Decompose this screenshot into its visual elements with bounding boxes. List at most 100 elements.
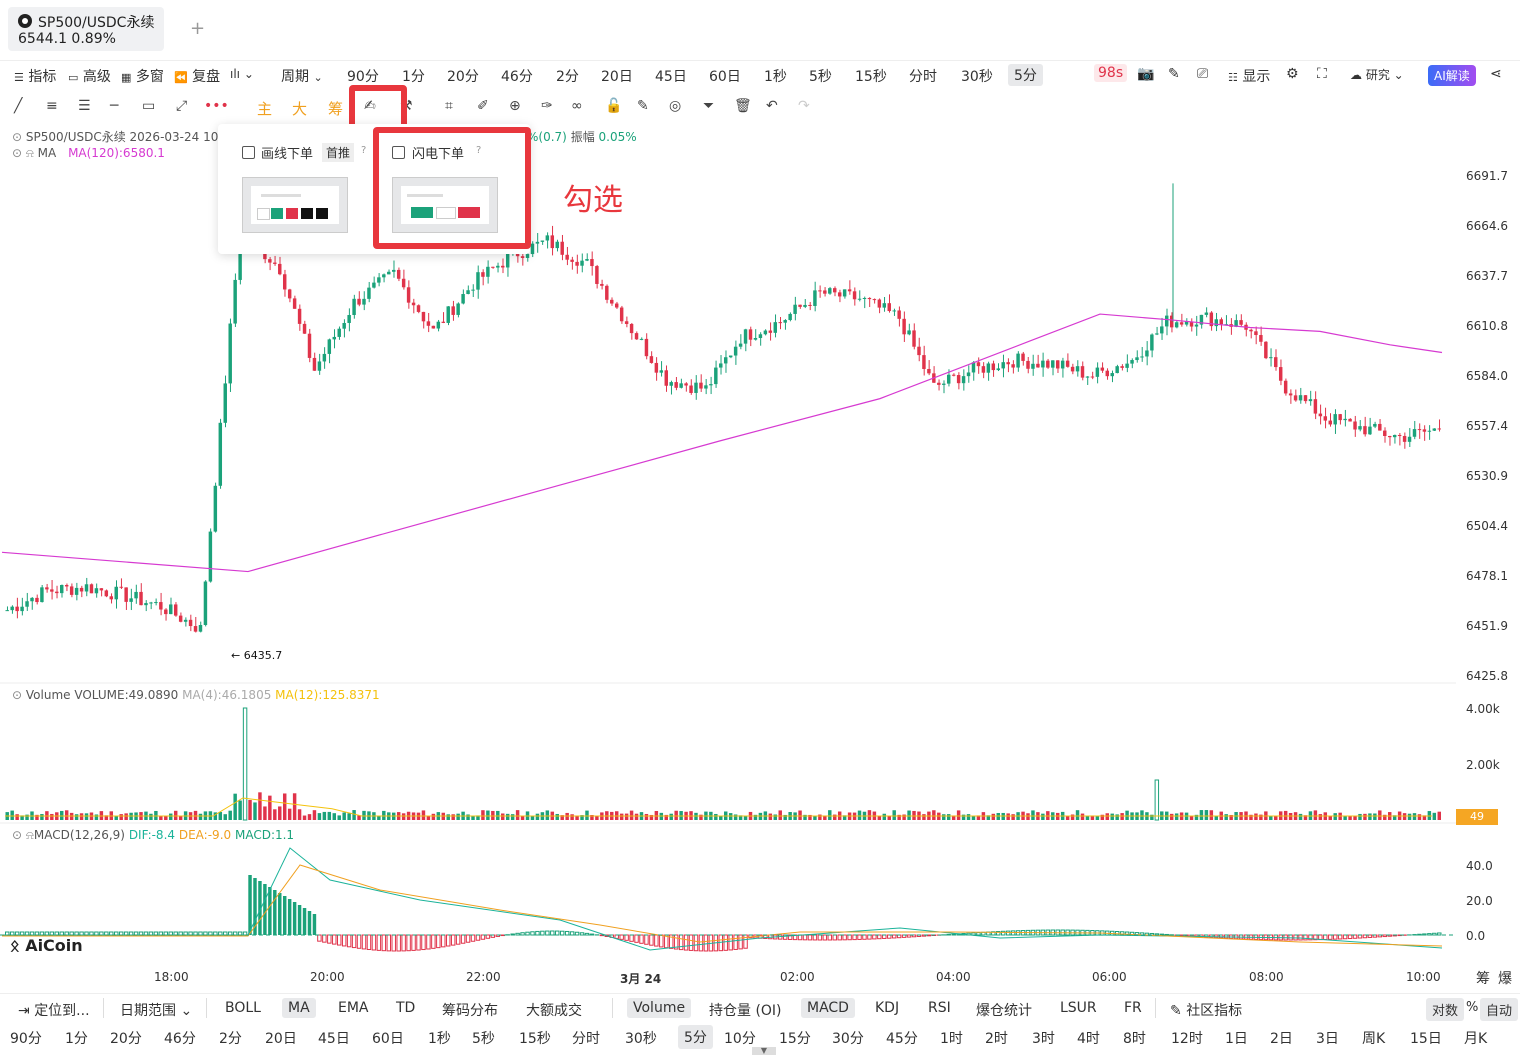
symbol-tab[interactable]: SP500/USDC永续 6544.1 0.89% (8, 7, 164, 51)
filter-icon[interactable]: ⏷ (703, 98, 715, 114)
draw-order-preview[interactable] (242, 177, 348, 233)
chart-type-button[interactable]: ılı ⌄ (230, 66, 254, 82)
period-46m[interactable]: 46分 (501, 69, 533, 85)
period-option[interactable]: 20日 (265, 1031, 297, 1047)
camera-icon[interactable]: 📷 (1137, 66, 1155, 82)
period-option[interactable]: 月K (1464, 1031, 1488, 1047)
period-option[interactable]: 15秒 (519, 1031, 551, 1047)
period-option[interactable]: 45日 (318, 1031, 350, 1047)
period-option[interactable]: 2分 (219, 1031, 242, 1047)
ai-read-button[interactable]: AI解读 (1428, 65, 1476, 86)
period-option[interactable]: 2时 (985, 1031, 1008, 1047)
large-chip-label[interactable]: 大 (292, 100, 308, 118)
indicator-chip[interactable]: 筹码分布 (442, 1003, 498, 1019)
indicator-oi[interactable]: 持仓量 (OI) (709, 1003, 782, 1019)
replay-button[interactable]: ⏪ 复盘 (174, 69, 221, 85)
indicator-boll[interactable]: BOLL (225, 1000, 261, 1016)
help-icon[interactable]: ? (361, 145, 367, 156)
period-option[interactable]: 周K (1362, 1031, 1386, 1047)
collapse-icon[interactable]: ⊙ (12, 688, 23, 702)
chip-dist-label[interactable]: 筹 (328, 100, 344, 118)
collapse-arrow-icon[interactable]: ▼ (752, 1047, 776, 1055)
hide-icon[interactable]: ◎ (669, 98, 682, 114)
period-option[interactable]: 30分 (832, 1031, 864, 1047)
period-60d[interactable]: 60日 (709, 69, 741, 85)
period-option[interactable]: 60日 (372, 1031, 404, 1047)
crop-icon[interactable]: ⌗ (445, 98, 453, 114)
path-icon[interactable]: ⤢ (176, 98, 188, 114)
main-chip-label[interactable]: 主 (257, 100, 273, 118)
pen-icon[interactable]: ✎ (1168, 66, 1180, 82)
period-15s[interactable]: 15秒 (855, 69, 887, 85)
indicator-rsi[interactable]: RSI (928, 1000, 951, 1016)
period-option[interactable]: 8时 (1123, 1031, 1146, 1047)
indicator-ma[interactable]: MA (282, 998, 316, 1018)
period-option[interactable]: 15日 (1410, 1031, 1442, 1047)
period-option[interactable]: 1分 (65, 1031, 88, 1047)
redo-icon[interactable]: ↷ (798, 98, 810, 114)
period-dropdown[interactable]: 周期 ⌄ (281, 69, 323, 85)
draw-order-icon[interactable]: ✍ (364, 98, 376, 114)
period-30s[interactable]: 30秒 (961, 69, 993, 85)
trash-icon[interactable]: 🗑 (734, 98, 752, 114)
fullscreen-icon[interactable]: ⛶ (1317, 66, 1327, 82)
settings-icon[interactable]: ⚙ (1286, 66, 1299, 82)
period-option[interactable]: 15分 (779, 1031, 811, 1047)
research-button[interactable]: ☁ 研究 ⌄ (1350, 68, 1404, 82)
indicator-volume[interactable]: Volume (627, 998, 692, 1018)
period-5m[interactable]: 5分 (1008, 64, 1043, 86)
help-icon[interactable]: ? (476, 145, 482, 156)
log-scale-toggle[interactable]: 对数 (1426, 998, 1465, 1021)
eraser-icon[interactable]: ✑ (541, 98, 553, 114)
collapse-icon[interactable]: ⊙ (12, 130, 23, 144)
period-option[interactable]: 10分 (724, 1031, 756, 1047)
indicator-liq[interactable]: 爆仓统计 (976, 1003, 1032, 1019)
period-20m[interactable]: 20分 (447, 69, 479, 85)
period-option[interactable]: 45分 (886, 1031, 918, 1047)
rectangle-icon[interactable]: ▭ (142, 98, 156, 114)
alarm-icon[interactable]: ⍾ (25, 828, 34, 842)
parallel-lines-icon[interactable]: ≡ (46, 98, 58, 114)
date-range-button[interactable]: 日期范围 ⌄ (120, 1003, 193, 1019)
locate-button[interactable]: ⇥ 定位到... (18, 1003, 90, 1019)
chart-canvas[interactable] (0, 120, 1520, 990)
indicator-macd[interactable]: MACD (801, 998, 855, 1018)
period-option[interactable]: 1时 (940, 1031, 963, 1047)
period-option[interactable]: 3日 (1316, 1031, 1339, 1047)
undo-icon[interactable]: ↶ (766, 98, 778, 114)
period-option[interactable]: 1日 (1225, 1031, 1248, 1047)
horizontal-lines-icon[interactable]: ☰ (78, 98, 91, 114)
community-indicator[interactable]: ✎ 社区指标 (1170, 1003, 1243, 1019)
period-timeshare[interactable]: 分时 (909, 69, 937, 85)
period-1s[interactable]: 1秒 (764, 69, 787, 85)
indicator-large-trade[interactable]: 大额成交 (526, 1003, 582, 1019)
hline-icon[interactable]: ─ (110, 98, 119, 114)
period-option[interactable]: 5秒 (472, 1031, 495, 1047)
zoom-icon[interactable]: ⊕ (509, 98, 521, 114)
ruler-icon[interactable]: ✐ (477, 98, 489, 114)
period-1m[interactable]: 1分 (402, 69, 425, 85)
period-option[interactable]: 2日 (1270, 1031, 1293, 1047)
period-90m[interactable]: 90分 (347, 69, 379, 85)
period-2m[interactable]: 2分 (556, 69, 579, 85)
trendline-icon[interactable]: ╱ (14, 98, 23, 114)
collapse-icon[interactable]: ⊙ (12, 146, 23, 160)
lock-icon[interactable]: 🔓 (605, 98, 623, 114)
chip-corner-label[interactable]: 筹 (1476, 971, 1490, 987)
flash-order-preview[interactable] (392, 177, 498, 233)
draw-order-checkbox[interactable] (242, 146, 255, 159)
indicator-td[interactable]: TD (396, 1000, 416, 1016)
period-option[interactable]: 12时 (1171, 1031, 1203, 1047)
more-tools-icon[interactable]: ••• (204, 98, 229, 114)
layout-icon[interactable]: ⎚ (1197, 66, 1209, 82)
period-option[interactable]: 3时 (1032, 1031, 1055, 1047)
period-option[interactable]: 4时 (1077, 1031, 1100, 1047)
period-option[interactable]: 90分 (10, 1031, 42, 1047)
share-icon[interactable]: ⋖ (1490, 66, 1502, 82)
period-option[interactable]: 20分 (110, 1031, 142, 1047)
period-20d[interactable]: 20日 (601, 69, 633, 85)
period-option[interactable]: 46分 (164, 1031, 196, 1047)
magnet-icon[interactable]: ∞ (571, 98, 583, 114)
multi-window-button[interactable]: ▦ 多窗 (121, 69, 164, 85)
advanced-button[interactable]: ▭ 高级 (68, 69, 111, 85)
